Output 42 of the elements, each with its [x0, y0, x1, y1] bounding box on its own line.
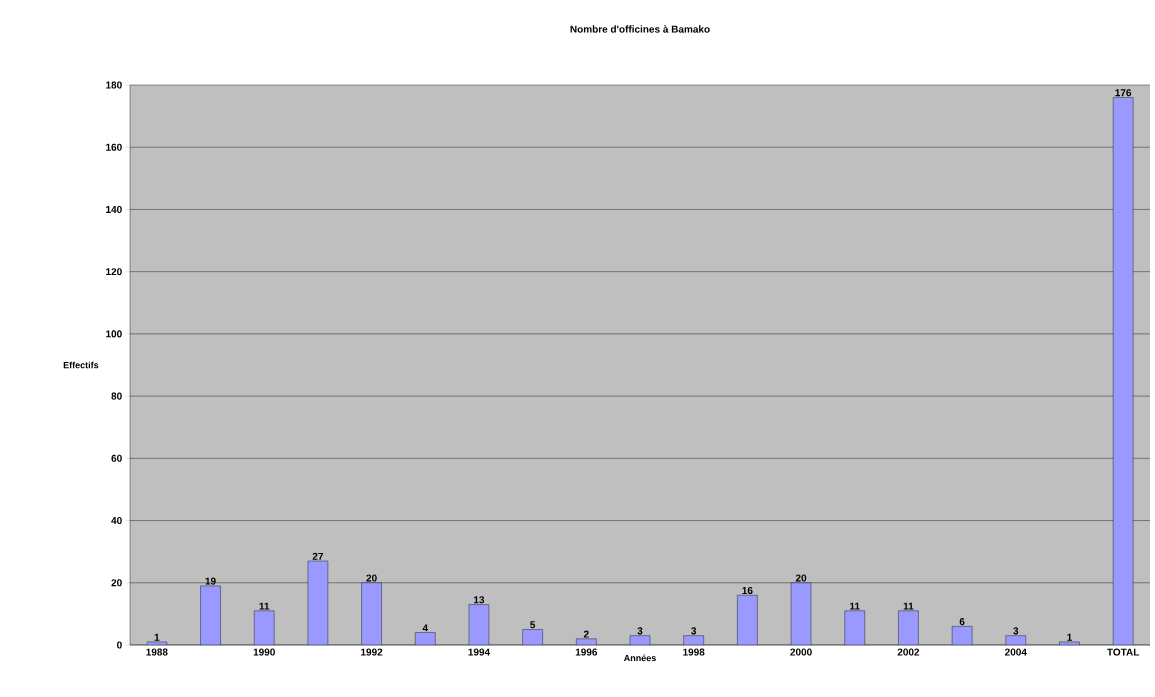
x-tick-label: 2004 — [1005, 648, 1027, 656]
data-label: 1 — [154, 633, 160, 641]
y-tick-label: 100 — [106, 330, 122, 338]
x-tick-label: 1992 — [361, 648, 383, 656]
x-tick-label: 2000 — [790, 648, 812, 656]
data-label: 11 — [259, 602, 270, 610]
data-label: 4 — [422, 624, 428, 632]
data-label: 3 — [637, 627, 643, 635]
y-tick-label: 140 — [106, 205, 122, 213]
y-tick-label: 160 — [106, 143, 122, 151]
y-tick-label: 60 — [111, 454, 122, 462]
y-tick-label: 120 — [106, 268, 122, 276]
y-tick-label: 180 — [106, 81, 122, 89]
y-tick-label: 20 — [111, 579, 122, 587]
x-tick-label: 1996 — [575, 648, 598, 656]
data-label: 5 — [530, 621, 536, 629]
x-tick-label: 2002 — [897, 648, 920, 656]
x-tick-label: 1998 — [683, 648, 705, 656]
y-axis-title: Effectifs — [63, 361, 99, 369]
data-label: 19 — [205, 577, 216, 585]
x-axis-title: Années — [623, 654, 656, 662]
data-label: 16 — [742, 586, 753, 595]
data-label: 2 — [583, 630, 589, 638]
y-tick-label: 0 — [117, 641, 122, 649]
data-label: 20 — [366, 574, 377, 582]
x-tick-label: 1994 — [468, 648, 491, 656]
data-label: 176 — [1115, 89, 1132, 97]
data-label: 11 — [850, 602, 860, 610]
data-label: 3 — [1013, 627, 1019, 635]
data-label: 3 — [691, 627, 697, 635]
data-label: 20 — [795, 574, 807, 582]
x-tick-label: 1990 — [253, 648, 275, 656]
data-label: 27 — [312, 552, 324, 560]
chart-title: Nombre d'officines à Bamako — [570, 25, 710, 33]
x-tick-label: TOTAL — [1107, 648, 1140, 656]
x-tick-label: 1988 — [146, 648, 168, 656]
data-label: 1 — [1067, 633, 1072, 641]
y-tick-label: 80 — [111, 392, 122, 400]
data-label: 6 — [959, 618, 965, 626]
y-tick-label: 40 — [111, 517, 122, 525]
data-label: 11 — [903, 602, 914, 610]
data-label: 13 — [474, 596, 485, 604]
